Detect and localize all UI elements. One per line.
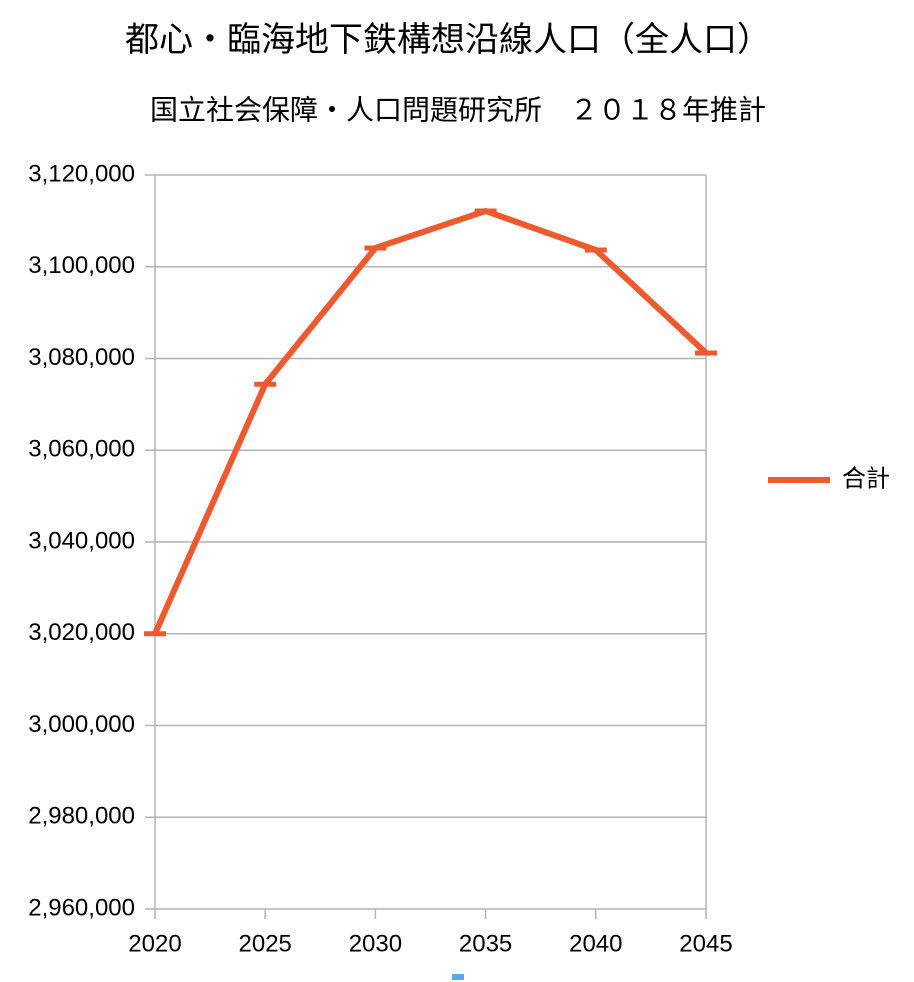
y-tick-label: 3,060,000	[28, 436, 135, 463]
y-tick-label: 3,100,000	[28, 252, 135, 279]
y-tick-label: 3,080,000	[28, 344, 135, 371]
x-tick-label: 2035	[459, 930, 512, 957]
chart-subtitle: 国立社会保障・人口問題研究所 ２０１８年推計	[150, 94, 766, 125]
y-tick-label: 3,120,000	[28, 160, 135, 187]
x-tick-label: 2045	[679, 930, 732, 957]
x-tick-label: 2020	[128, 930, 181, 957]
y-tick-label: 3,000,000	[28, 711, 135, 738]
y-tick-label: 3,020,000	[28, 619, 135, 646]
x-tick-label: 2030	[349, 930, 402, 957]
x-tick-label: 2040	[569, 930, 622, 957]
chart-title: 都心・臨海地下鉄構想沿線人口（全人口）	[125, 21, 771, 59]
series-line	[152, 208, 709, 635]
y-tick-label: 3,040,000	[28, 527, 135, 554]
marker-artifact	[452, 974, 464, 980]
x-tick-label: 2025	[239, 930, 292, 957]
legend-label: 合計	[842, 465, 890, 492]
y-tick-label: 2,960,000	[28, 894, 135, 921]
y-tick-label: 2,980,000	[28, 803, 135, 830]
